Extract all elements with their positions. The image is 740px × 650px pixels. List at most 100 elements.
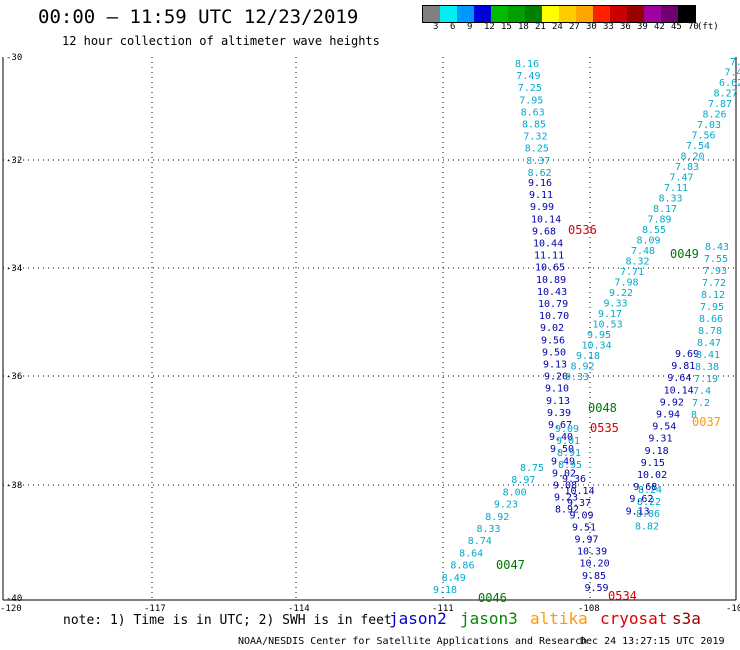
scale-label: 24 (552, 22, 563, 32)
swh-value: 11.11 (534, 251, 564, 262)
swh-value: 7.83 (675, 162, 699, 173)
swh-value: 7.25 (518, 83, 542, 94)
swh-value: 7.4 (693, 386, 711, 397)
swh-value: 9.18 (645, 446, 669, 457)
lon-label: -117 (144, 604, 166, 614)
swh-value: 8.85 (522, 120, 546, 131)
swh-value: 8.92 (555, 505, 579, 516)
scale-swatch (661, 6, 678, 22)
swh-value: 8.32 (626, 257, 650, 268)
legend-altika: altika (530, 609, 588, 628)
swh-value: 8.09 (637, 236, 661, 247)
swh-value: 8.17 (653, 204, 677, 215)
credit-line: NOAA/NESDIS Center for Satellite Applica… (238, 636, 588, 647)
lat-label: -34 (6, 264, 22, 274)
swh-value: 9.40 (549, 432, 573, 443)
swh-value: 8.63 (521, 107, 545, 118)
swh-value: 9.68 (532, 226, 556, 237)
swh-value: 9.33 (565, 372, 589, 383)
legend-s3a: s3a (672, 609, 701, 628)
swh-value: 8.24 (638, 485, 662, 496)
swh-value: 8.92 (571, 362, 595, 373)
swh-value: 8.97 (511, 475, 535, 486)
swh-value: 8.49 (442, 573, 466, 584)
lon-label: -10 (726, 604, 740, 614)
swh-value: 7.93 (703, 266, 727, 277)
swh-value: 9.62 (629, 494, 653, 505)
swh-value: 9.37 (567, 498, 591, 509)
swh-value: 9.95 (587, 330, 611, 341)
swh-value: 7.54 (686, 141, 710, 152)
swh-value: 8.86 (450, 561, 474, 572)
swh-value: 10.14 (664, 385, 694, 396)
pass-time-label: 0535 (590, 421, 619, 435)
swh-value: 8.91 (557, 448, 581, 459)
swh-value: 7.19 (694, 374, 718, 385)
swh-value: 7.03 (697, 120, 721, 131)
swh-value: 9.15 (641, 458, 665, 469)
swh-value: 10.20 (580, 559, 610, 570)
scale-swatch (508, 6, 525, 22)
swh-value: 9.13 (543, 360, 567, 371)
lon-label: -108 (578, 604, 600, 614)
swh-value: 9.01 (556, 436, 580, 447)
swh-value: 9.99 (530, 202, 554, 213)
swh-value: 9.81 (671, 361, 695, 372)
swh-value: 7.56 (692, 131, 716, 142)
scale-swatch (678, 6, 695, 22)
swh-value: 8.41 (696, 350, 720, 361)
swh-value: 9.59 (585, 583, 609, 594)
scale-swatch (593, 6, 610, 22)
swh-value: 7.8 (730, 57, 740, 68)
scale-label: 27 (569, 22, 580, 32)
lat-label: -36 (6, 372, 22, 382)
scale-label: 33 (603, 22, 614, 32)
swh-value: 10.34 (582, 341, 612, 352)
scale-swatch (559, 6, 576, 22)
swh-value: 8.22 (637, 497, 661, 508)
swh-value: 9.69 (675, 349, 699, 360)
map-subtitle: 12 hour collection of altimeter wave hei… (62, 34, 380, 48)
swh-value: 10.53 (593, 320, 623, 331)
swh-value: 9.31 (648, 434, 672, 445)
swh-value: 7.87 (708, 99, 732, 110)
swh-value: 6.62 (719, 78, 740, 89)
swh-value: 9.02 (540, 323, 564, 334)
swh-value: 8.55 (642, 225, 666, 236)
swh-value: 8.12 (701, 290, 725, 301)
pass-time-label: 0046 (478, 591, 507, 605)
swh-value: 10.44 (533, 239, 563, 250)
scale-label: 6 (450, 22, 456, 32)
swh-value: 10.43 (537, 287, 567, 298)
swh-value: 9.09 (555, 424, 579, 435)
swh-value: 9.33 (604, 299, 628, 310)
swh-value: 8.43 (705, 242, 729, 253)
swh-value: 9.50 (550, 444, 574, 455)
swh-value: 9.02 (552, 468, 576, 479)
swh-value: 9.09 (570, 510, 594, 521)
lon-label: -114 (288, 604, 310, 614)
scale-label: 42 (654, 22, 665, 32)
scale-label: 12 (484, 22, 495, 32)
swh-value: 7.47 (670, 173, 694, 184)
swh-value: 7.95 (700, 302, 724, 313)
swh-value: 9.39 (547, 408, 571, 419)
scale-swatch (491, 6, 508, 22)
swh-value: 8.86 (636, 509, 660, 520)
lat-label: -40 (6, 594, 22, 604)
swh-value: 9.67 (548, 420, 572, 431)
swh-value: 8.38 (695, 362, 719, 373)
swh-value: 8 (691, 410, 697, 421)
legend-jason2: jason2 (389, 609, 447, 628)
scale-swatch (525, 6, 542, 22)
swh-value: 9.64 (667, 373, 691, 384)
swh-value: 9.20 (544, 372, 568, 383)
scale-label: 9 (467, 22, 473, 32)
swh-value: 8.95 (558, 460, 582, 471)
scale-swatch (542, 6, 559, 22)
swh-value: 8.33 (659, 194, 683, 205)
swh-value: 9.92 (660, 397, 684, 408)
swh-value: 10.70 (539, 311, 569, 322)
scale-swatch (627, 6, 644, 22)
